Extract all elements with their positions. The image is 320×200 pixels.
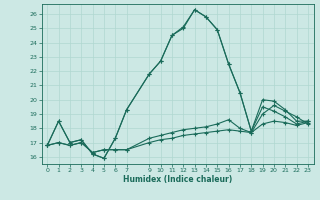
X-axis label: Humidex (Indice chaleur): Humidex (Indice chaleur)	[123, 175, 232, 184]
